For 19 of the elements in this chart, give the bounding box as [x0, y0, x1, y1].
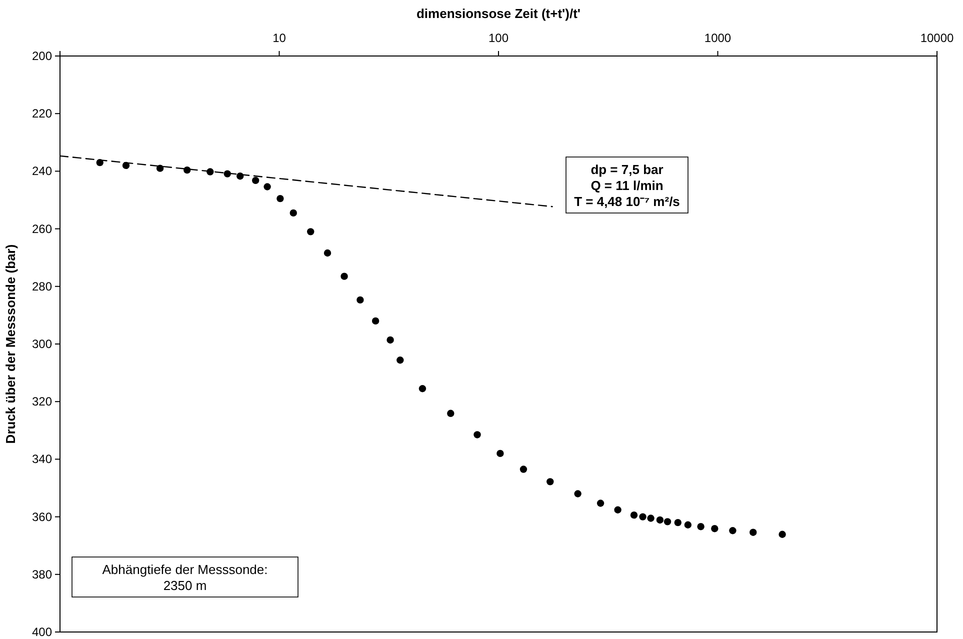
y-tick-label: 260	[32, 222, 52, 236]
x-tick-label: 100	[488, 31, 509, 45]
y-axis-title: Druck über der Messsonde (bar)	[3, 244, 18, 444]
y-tick-label: 240	[32, 164, 52, 178]
y-tick-label: 220	[32, 106, 52, 121]
y-tick-label: 200	[32, 49, 52, 63]
x-tick-label: 1000	[704, 31, 732, 45]
y-tick-label: 400	[32, 625, 52, 639]
annotation: dp = 7,5 bar Q = 11 l/min T = 4,48 10⁻⁷ m²/s	[574, 162, 680, 209]
y-tick-label: 380	[32, 567, 52, 582]
x-tick-label: 10000	[920, 31, 954, 45]
x-axis-title: dimensionsose Zeit (t+t')/t'	[416, 6, 581, 21]
y-tick-label: 340	[32, 452, 52, 466]
x-tick-label: 10	[272, 31, 286, 45]
annotation: Abhängtiefe der Messsonde: 2350 m	[102, 562, 268, 593]
y-tick-label: 280	[32, 279, 52, 294]
y-tick-label: 320	[32, 394, 52, 409]
y-tick-label: 360	[32, 510, 52, 524]
y-tick-label: 300	[32, 337, 52, 351]
